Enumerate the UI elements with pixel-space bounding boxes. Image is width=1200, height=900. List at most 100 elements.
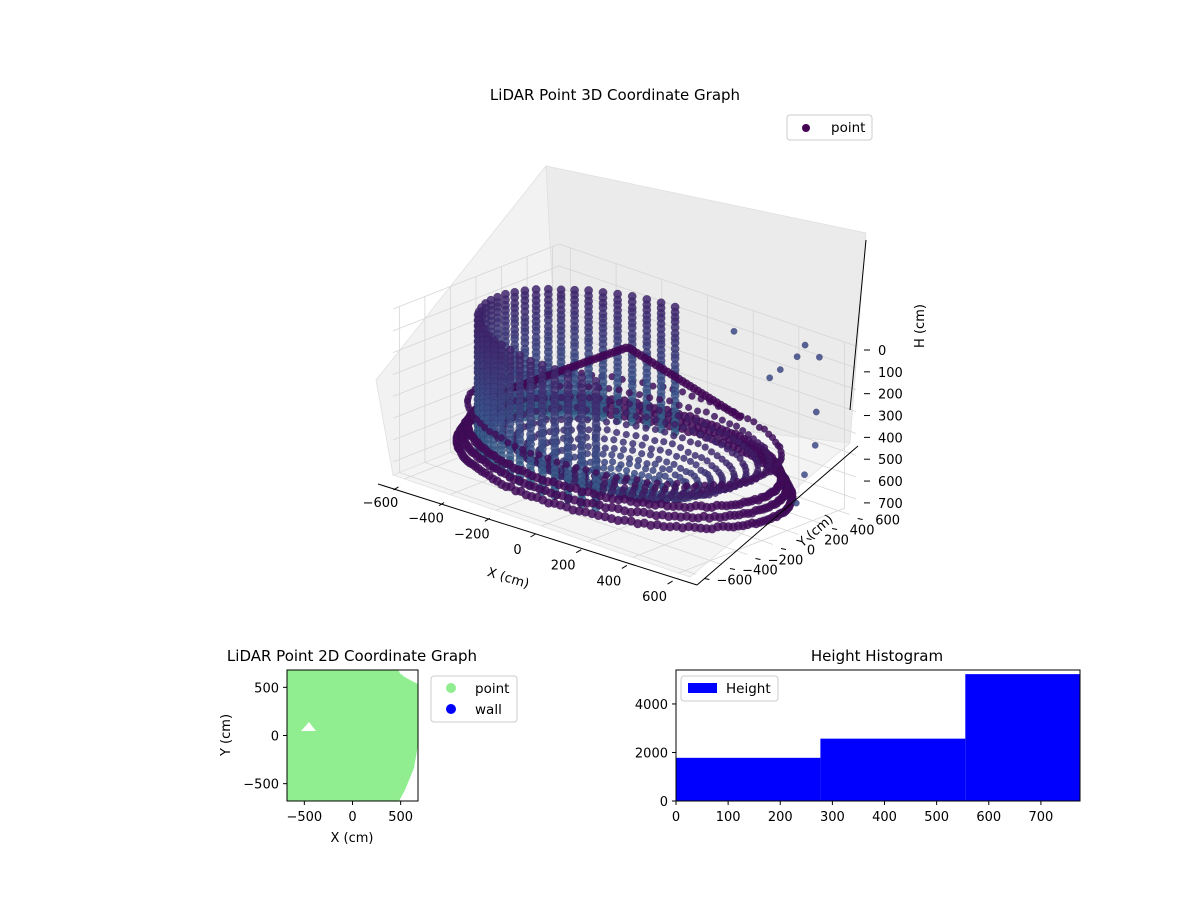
plot3d-z-tick-label: 0	[878, 344, 886, 359]
lidar-point	[603, 426, 611, 434]
lidar-point	[607, 464, 615, 473]
lidar-point	[623, 474, 631, 482]
plot3d-y-tick-label: 200	[824, 534, 849, 549]
lidar-point	[633, 475, 641, 484]
lidar-point	[801, 341, 809, 349]
lidar-point	[661, 428, 669, 436]
lidar-point	[723, 445, 731, 453]
lidar-point	[653, 479, 661, 487]
plot3d-legend: point	[786, 114, 873, 141]
lidar-point	[641, 434, 650, 442]
lidar-point	[672, 452, 681, 461]
plot3d-z-tick-label: 100	[878, 366, 903, 381]
lidar-point	[793, 353, 801, 361]
lidar-point	[696, 431, 705, 439]
lidar-point	[615, 464, 623, 473]
lidar-point	[661, 472, 669, 480]
lidar-point	[739, 442, 747, 450]
plot3d-y-tick-label: 600	[875, 514, 900, 529]
plot2d: LiDAR Point 2D Coordinate Graph −500 0 500…	[219, 647, 518, 846]
lidar-point	[680, 423, 688, 431]
lidar-point	[726, 480, 734, 488]
lidar-point	[625, 389, 633, 397]
lidar-point	[652, 416, 660, 424]
grid-z-line	[392, 243, 857, 347]
grid-y-line	[398, 306, 697, 575]
plot3d-x-tick	[621, 564, 628, 569]
lidar-point	[621, 484, 629, 492]
lidar-point	[641, 465, 650, 473]
lidar-point	[485, 427, 494, 436]
plot2d-xlabel: X (cm)	[331, 831, 374, 846]
plot3d-zlabel: H (cm)	[913, 304, 928, 348]
lidar-point	[632, 432, 640, 440]
lidar-point	[572, 463, 580, 472]
plot3d-x-tick-label: 200	[551, 559, 576, 574]
lidar-point	[812, 408, 820, 416]
plot3d-y-tick	[729, 568, 736, 570]
lidar-point	[645, 403, 654, 412]
plot3d-y-tick-label: 400	[850, 524, 875, 539]
lidar-point	[693, 407, 702, 415]
lidar-point	[649, 466, 657, 475]
lidar-point	[668, 440, 677, 448]
grid-x-line	[678, 342, 845, 574]
lidar-point	[635, 402, 644, 410]
lidar-point	[686, 438, 695, 446]
lidar-point	[710, 412, 719, 421]
histogram-x-tick-label: 100	[716, 810, 741, 825]
lidar-point	[608, 458, 617, 466]
plot3d-z-tick-label: 700	[878, 497, 903, 512]
lidar-point	[643, 478, 651, 487]
plot2d-x-tick-label: 500	[388, 810, 413, 825]
plot3d-x-ticks: −600 −400 −200 0 200 400 600	[363, 486, 673, 605]
histogram-bar	[820, 738, 966, 801]
lidar-point	[691, 451, 699, 460]
lidar-point	[718, 480, 726, 488]
histogram-x-tick-label: 200	[768, 810, 793, 825]
lidar-point	[647, 445, 656, 453]
lidar-point	[526, 449, 535, 457]
lidar-point	[680, 454, 688, 462]
plot3d-y-tick	[755, 558, 761, 560]
plot2d-legend-marker-point	[446, 683, 456, 693]
lidar-point	[740, 477, 748, 485]
lidar-point	[692, 461, 700, 469]
lidar-point	[732, 422, 741, 430]
lidar-point	[697, 453, 706, 462]
plot3d-z-tick-label: 400	[878, 431, 903, 446]
lidar-point	[670, 432, 678, 440]
histogram-frame	[675, 669, 1081, 802]
plot3d-z-ticks: 0 100 200 300 400 500 600 700	[864, 344, 903, 512]
lidar-point	[678, 388, 687, 396]
plot3d-y-tick	[704, 578, 710, 580]
plot3d-point-cloud	[452, 284, 823, 534]
plot2d-edge-notch	[398, 670, 403, 675]
lidar-point	[612, 417, 621, 426]
plot3d-y-tick-label: 0	[807, 544, 815, 559]
plot3d-x-tick-label: −600	[363, 496, 399, 511]
plot2d-y-tick-label: 500	[254, 681, 279, 696]
lidar-point	[568, 505, 578, 515]
plot3d-x-tick	[530, 533, 536, 538]
histogram-bar	[676, 757, 821, 801]
lidar-point	[634, 462, 642, 470]
lidar-point	[673, 479, 681, 487]
lidar-point	[675, 401, 683, 410]
plot2d-point-region	[287, 670, 418, 801]
lidar-point	[686, 457, 695, 466]
histogram-ticks: 0 100 200 300 400 500 600 700 0 2000 4000	[635, 698, 1053, 825]
lidar-point	[651, 425, 660, 434]
lidar-point	[535, 451, 543, 459]
plot2d-legend: point wall	[430, 675, 518, 723]
lidar-point	[582, 466, 590, 474]
lidar-point	[716, 428, 724, 436]
lidar-point	[676, 464, 685, 473]
lidar-point	[701, 443, 709, 451]
lidar-point	[610, 436, 618, 444]
plot3d-x-tick	[393, 486, 399, 491]
histogram-x-tick-label: 300	[820, 810, 845, 825]
plot3d-legend-label: point	[831, 120, 865, 136]
lidar-point	[726, 420, 734, 428]
lidar-point	[776, 366, 784, 374]
